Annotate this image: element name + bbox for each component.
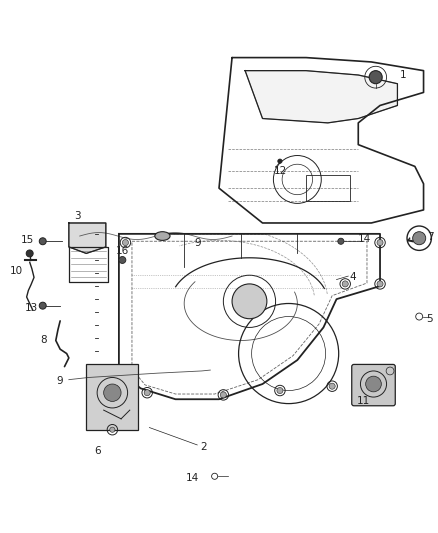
Circle shape: [220, 392, 226, 398]
Circle shape: [413, 232, 426, 245]
Circle shape: [26, 250, 33, 257]
Circle shape: [278, 159, 282, 163]
Text: 7: 7: [427, 232, 434, 242]
Circle shape: [104, 384, 121, 401]
Text: 9: 9: [194, 238, 201, 247]
Circle shape: [338, 238, 344, 244]
Text: 4: 4: [350, 272, 356, 282]
Circle shape: [144, 390, 150, 396]
Ellipse shape: [155, 232, 170, 240]
Text: 3: 3: [74, 212, 81, 221]
Text: 9: 9: [57, 376, 64, 385]
Circle shape: [369, 71, 382, 84]
Circle shape: [366, 376, 381, 392]
Circle shape: [39, 238, 46, 245]
Text: 1: 1: [399, 70, 406, 80]
Polygon shape: [245, 71, 397, 123]
Circle shape: [110, 427, 115, 432]
Circle shape: [232, 284, 267, 319]
Text: 5: 5: [426, 314, 432, 324]
Text: 10: 10: [10, 266, 23, 276]
Circle shape: [122, 239, 128, 246]
Circle shape: [39, 302, 46, 309]
Polygon shape: [69, 223, 106, 254]
Text: 14: 14: [358, 234, 371, 244]
Text: 14: 14: [186, 473, 199, 483]
Text: 12: 12: [273, 166, 286, 176]
Text: 6: 6: [94, 447, 100, 456]
Circle shape: [119, 256, 126, 263]
FancyBboxPatch shape: [86, 365, 138, 430]
Circle shape: [342, 281, 348, 287]
Text: 13: 13: [25, 303, 38, 313]
Text: 8: 8: [41, 335, 47, 345]
Text: 15: 15: [21, 235, 34, 245]
Text: 11: 11: [357, 397, 371, 407]
Circle shape: [377, 281, 383, 287]
Text: 2: 2: [201, 442, 207, 452]
FancyBboxPatch shape: [352, 365, 395, 406]
Circle shape: [329, 383, 335, 389]
Circle shape: [277, 387, 283, 393]
Circle shape: [377, 239, 383, 246]
Text: 16: 16: [116, 246, 129, 256]
